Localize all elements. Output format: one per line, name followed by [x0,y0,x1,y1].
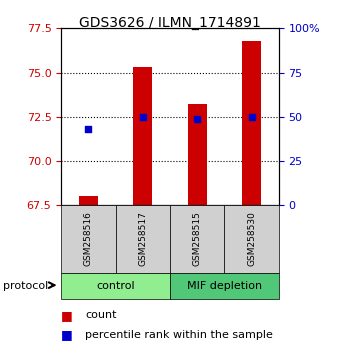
Text: GSM258517: GSM258517 [138,211,147,267]
Text: GSM258516: GSM258516 [84,211,93,267]
Text: control: control [96,281,135,291]
Text: GSM258530: GSM258530 [247,211,256,267]
Text: GDS3626 / ILMN_1714891: GDS3626 / ILMN_1714891 [79,16,261,30]
Bar [133,67,152,205]
Text: count: count [85,310,117,320]
Bar [188,104,207,205]
Text: ■: ■ [61,309,73,321]
Text: MIF depletion: MIF depletion [187,281,262,291]
Text: protocol: protocol [3,281,49,291]
Point [249,114,254,120]
Point [140,114,146,120]
Bar [242,41,261,205]
Text: ■: ■ [61,328,73,341]
Point [86,126,91,132]
Text: percentile rank within the sample: percentile rank within the sample [85,330,273,339]
Text: GSM258515: GSM258515 [193,211,202,267]
Point [194,116,200,121]
Bar [79,196,98,205]
